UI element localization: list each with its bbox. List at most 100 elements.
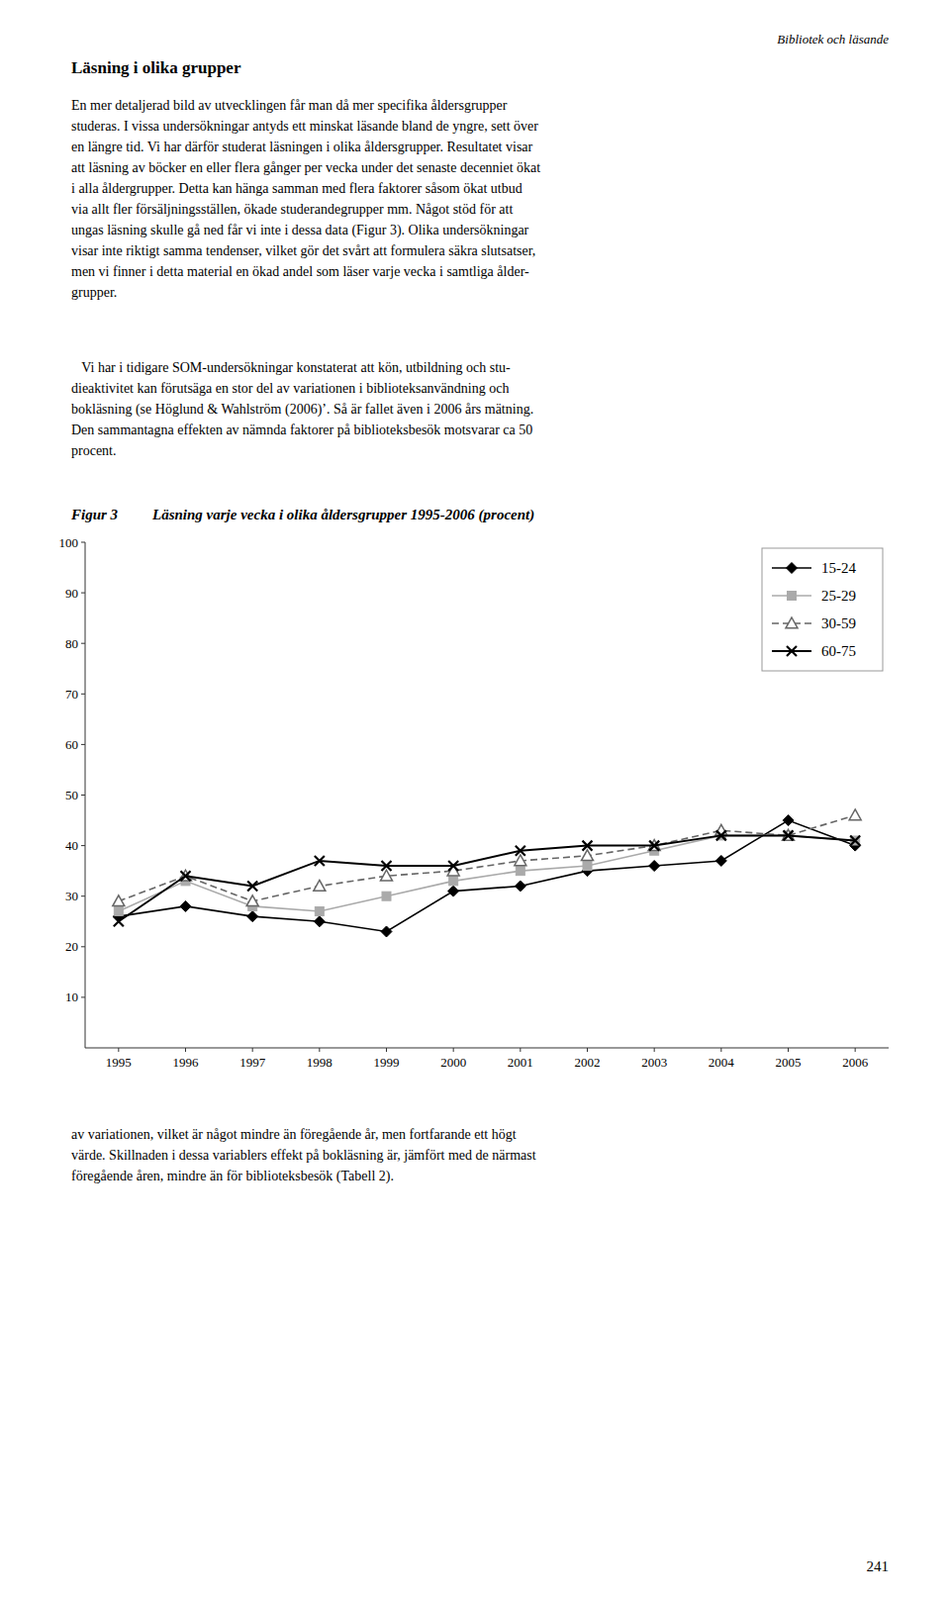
y-tick-label: 70 bbox=[65, 686, 79, 702]
body-line: via allt fler försäljningsställen, ökade… bbox=[71, 201, 513, 217]
body-line: i alla åldergrupper. Detta kan hänga sam… bbox=[71, 181, 523, 196]
x-tick bbox=[318, 1047, 320, 1052]
data-point bbox=[581, 850, 594, 861]
y-tick-label: 100 bbox=[59, 535, 80, 551]
x-tick-label: 1996 bbox=[173, 1054, 200, 1070]
data-point bbox=[246, 895, 259, 907]
x-tick bbox=[720, 1047, 722, 1052]
x-tick-label: 1995 bbox=[105, 1054, 132, 1070]
body-line: studeras. I vissa undersökningar antyds … bbox=[71, 118, 539, 134]
y-tick-label: 30 bbox=[65, 888, 79, 904]
x-tick bbox=[185, 1047, 187, 1052]
data-point bbox=[515, 866, 525, 876]
y-tick bbox=[81, 744, 86, 746]
x-tick bbox=[453, 1047, 455, 1052]
x-axis-line bbox=[85, 1047, 889, 1049]
legend-marker bbox=[785, 617, 798, 629]
body-line: visar inte riktigt samma tendenser, vilk… bbox=[71, 243, 536, 259]
data-point bbox=[381, 891, 391, 901]
y-tick bbox=[81, 643, 86, 645]
legend-label: 25-29 bbox=[821, 587, 856, 604]
data-point bbox=[715, 855, 727, 866]
legend-label: 30-59 bbox=[821, 615, 856, 632]
y-tick bbox=[81, 592, 86, 594]
x-tick bbox=[654, 1047, 656, 1052]
series-line bbox=[118, 835, 855, 922]
y-tick bbox=[81, 895, 86, 897]
y-tick-label: 10 bbox=[65, 989, 79, 1005]
legend-marker bbox=[786, 646, 797, 657]
x-tick bbox=[586, 1047, 588, 1052]
y-tick bbox=[81, 946, 86, 948]
x-tick-label: 2006 bbox=[842, 1054, 869, 1070]
data-point bbox=[582, 841, 593, 852]
x-tick-label: 2000 bbox=[440, 1054, 467, 1070]
data-point bbox=[515, 846, 526, 856]
page: Bibliotek och läsande Läsning i olika gru… bbox=[0, 0, 950, 1600]
x-tick-label: 1999 bbox=[374, 1054, 400, 1070]
data-point bbox=[247, 911, 259, 923]
data-point bbox=[180, 869, 192, 881]
data-point bbox=[449, 876, 459, 886]
y-tick bbox=[81, 845, 86, 847]
series bbox=[113, 831, 859, 917]
y-tick-label: 80 bbox=[65, 636, 79, 652]
y-tick-label: 60 bbox=[65, 737, 79, 753]
legend-marker bbox=[787, 591, 797, 601]
x-tick-label: 2001 bbox=[507, 1054, 534, 1070]
body-line: att läsning av böcker en eller flera gån… bbox=[71, 160, 541, 176]
body-line: grupper. bbox=[71, 285, 117, 300]
x-tick bbox=[117, 1047, 119, 1052]
heading: Läsning i olika grupper bbox=[71, 58, 242, 78]
data-point bbox=[649, 841, 660, 852]
body-line: av variationen, vilket är något mindre ä… bbox=[71, 1127, 517, 1142]
data-point bbox=[313, 879, 326, 891]
page-header: Bibliotek och läsande bbox=[776, 31, 889, 47]
data-point bbox=[448, 860, 459, 871]
data-point bbox=[582, 861, 592, 871]
y-tick bbox=[81, 542, 86, 544]
data-point bbox=[380, 926, 392, 938]
legend: 15-2425-2930-5960-75 bbox=[761, 548, 883, 671]
y-tick-label: 50 bbox=[65, 787, 79, 803]
data-point bbox=[180, 900, 191, 912]
body-line: en längre tid. Vi har därför studerat lä… bbox=[71, 139, 534, 155]
data-point bbox=[313, 916, 325, 928]
y-tick-label: 90 bbox=[65, 585, 79, 601]
chart: 1020304050607080901001995199619971998199… bbox=[59, 535, 890, 1071]
data-point bbox=[782, 815, 794, 827]
series bbox=[113, 830, 860, 927]
body-line: procent. bbox=[71, 443, 116, 459]
x-tick bbox=[855, 1047, 856, 1052]
plot-data bbox=[112, 809, 861, 938]
x-tick-label: 2003 bbox=[641, 1054, 667, 1070]
data-point bbox=[448, 885, 460, 897]
data-point bbox=[381, 860, 392, 871]
y-tick-label: 40 bbox=[65, 838, 79, 854]
chart-title: Läsning varje vecka i olika åldersgruppe… bbox=[151, 506, 535, 524]
x-tick-label: 1997 bbox=[239, 1054, 267, 1070]
y-tick bbox=[81, 996, 86, 998]
data-point bbox=[783, 830, 794, 841]
legend-frame bbox=[761, 548, 883, 671]
caption-label: Figur 3 bbox=[70, 506, 119, 523]
body-line: ungas läsning skulle gå ned får vi inte … bbox=[71, 222, 530, 239]
series-line bbox=[118, 820, 855, 932]
data-point bbox=[716, 830, 727, 841]
data-point bbox=[850, 835, 860, 846]
x-tick bbox=[519, 1047, 521, 1052]
x-tick bbox=[787, 1047, 789, 1052]
y-tick-label: 20 bbox=[65, 939, 79, 954]
data-point bbox=[649, 860, 661, 872]
legend-label: 15-24 bbox=[821, 560, 856, 576]
body-line: Den sammantagna effekten av nämnda fakto… bbox=[71, 422, 533, 438]
body-line: föregående åren, mindre än för bibliotek… bbox=[71, 1168, 394, 1185]
body-line: men vi finner i detta material en ökad a… bbox=[71, 264, 530, 280]
x-tick-label: 2005 bbox=[775, 1054, 802, 1070]
body-line: dieaktivitet kan förutsäga en stor del a… bbox=[71, 380, 509, 396]
data-point bbox=[314, 855, 325, 866]
series-line bbox=[118, 835, 855, 912]
x-tick bbox=[252, 1047, 254, 1052]
data-point bbox=[314, 907, 324, 917]
data-point bbox=[380, 869, 393, 881]
